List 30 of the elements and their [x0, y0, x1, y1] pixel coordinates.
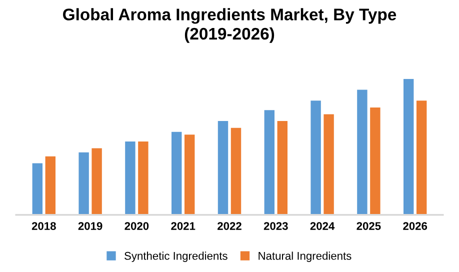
bar: [403, 78, 414, 215]
bar: [264, 110, 275, 215]
bar: [172, 132, 182, 215]
x-tick-label: 2026: [403, 222, 428, 230]
bar: [416, 100, 427, 215]
bar: [184, 134, 195, 215]
bar: [138, 141, 148, 215]
x-tick-label: 2019: [78, 222, 102, 230]
x-tick-label: 2024: [310, 222, 335, 230]
x-tick-label: 2020: [124, 222, 149, 230]
bar: [230, 128, 242, 215]
bar: [277, 121, 288, 215]
bar: [218, 121, 228, 215]
bar: [310, 100, 321, 215]
bar: [324, 114, 334, 215]
x-tick-label: 2021: [171, 222, 196, 230]
chart-title: Global Aroma Ingredients Market, By Type (2019-2026): [63, 8, 396, 43]
bar: [32, 163, 43, 215]
x-tick-label: 2023: [264, 222, 288, 230]
bar: [92, 148, 102, 215]
x-tick-label: 2018: [32, 222, 56, 230]
bar: [45, 156, 56, 215]
legend-label: Synthetic Ingredients: [124, 252, 228, 262]
bar: [370, 107, 380, 215]
legend-label: Natural Ingredients: [258, 252, 352, 262]
bar: [357, 90, 368, 215]
x-tick-label: 2022: [218, 222, 242, 230]
x-tick-label: 2025: [356, 222, 381, 230]
bar: [78, 152, 89, 215]
bar: [125, 141, 136, 215]
